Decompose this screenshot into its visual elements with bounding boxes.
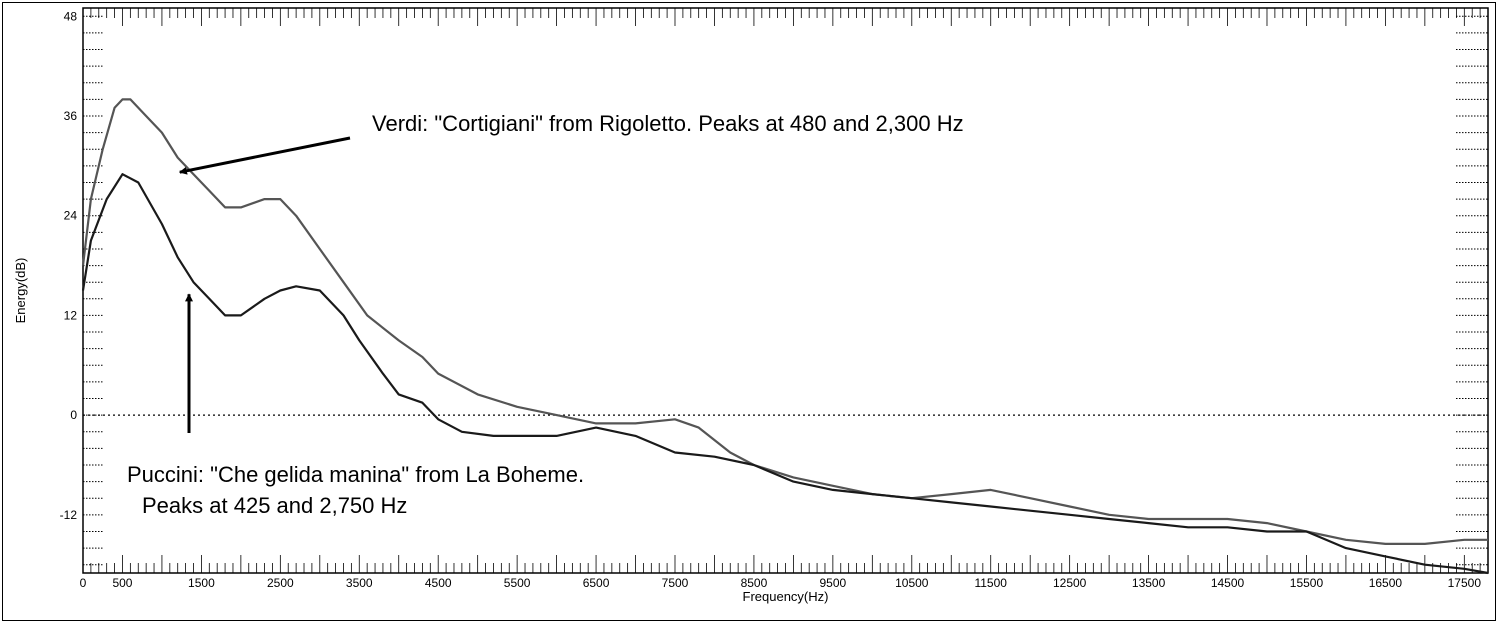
x-tick-label: 500	[112, 576, 132, 590]
x-tick-label: 7500	[662, 576, 689, 590]
x-tick-label: 2500	[267, 576, 294, 590]
y-tick-label: 12	[64, 308, 78, 322]
y-axis-title: Energy(dB)	[13, 258, 28, 324]
x-tick-label: 17500	[1448, 576, 1482, 590]
energy-frequency-chart: 48 36 24 12 0 -12 0 500 1500 2500 3500 4500 5500 650…	[13, 7, 1489, 604]
verdi-annotation-label: Verdi: "Cortigiani" from Rigoletto. Peak…	[372, 111, 964, 136]
x-tick-label: 11500	[974, 576, 1007, 590]
x-tick-label: 15500	[1290, 576, 1324, 590]
x-tick-label: 10500	[895, 576, 929, 590]
y-tick-label: 24	[64, 209, 78, 223]
series-lines	[81, 98, 1489, 575]
y-axis-ticks: 48 36 24 12 0 -12	[60, 9, 78, 522]
x-tick-label: 6500	[583, 576, 610, 590]
series-line-2	[81, 173, 1489, 575]
annotations: Verdi: "Cortigiani" from Rigoletto. Peak…	[127, 111, 964, 518]
minor-tick-marks	[82, 8, 1489, 573]
x-tick-label: 0	[80, 576, 87, 590]
puccini-annotation-label-line1: Puccini: "Che gelida manina" from La Boh…	[127, 462, 584, 487]
x-tick-label: 5500	[504, 576, 531, 590]
x-axis-title: Frequency(Hz)	[743, 589, 829, 604]
verdi-annotation-arrow	[178, 136, 351, 175]
puccini-annotation-label-line2: Peaks at 425 and 2,750 Hz	[142, 493, 407, 518]
x-tick-label: 3500	[346, 576, 373, 590]
plot-area	[82, 7, 1489, 574]
x-tick-label: 16500	[1369, 576, 1403, 590]
x-tick-label: 13500	[1132, 576, 1166, 590]
x-tick-label: 8500	[741, 576, 768, 590]
y-tick-label: -12	[60, 508, 78, 522]
x-tick-label: 12500	[1053, 576, 1087, 590]
x-axis-ticks: 0 500 1500 2500 3500 4500 5500 6500 7500 8500 9500…	[80, 576, 1482, 590]
x-tick-label: 4500	[425, 576, 452, 590]
y-tick-label: 36	[64, 109, 78, 123]
x-tick-label: 1500	[188, 576, 215, 590]
y-tick-label: 48	[64, 9, 78, 23]
series-line-1	[81, 98, 1488, 546]
x-tick-label: 14500	[1211, 576, 1245, 590]
y-tick-label: 0	[70, 408, 77, 422]
x-tick-label: 9500	[820, 576, 847, 590]
